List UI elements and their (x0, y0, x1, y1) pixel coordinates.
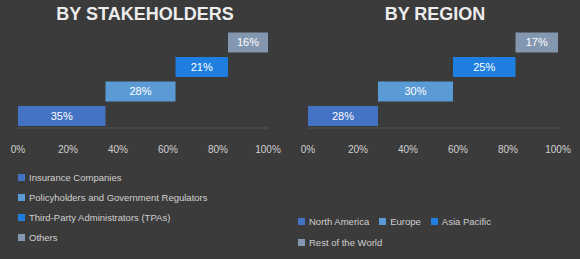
svg-text:21%: 21% (191, 61, 213, 73)
html-text:North America: North America (309, 216, 370, 227)
svg-text:0%: 0% (11, 144, 26, 155)
svg-text:100%: 100% (255, 144, 281, 155)
svg-text:28%: 28% (129, 85, 151, 97)
html-text:Asia Pacific: Asia Pacific (441, 216, 491, 227)
svg-text:80%: 80% (498, 144, 518, 155)
svg-text:60%: 60% (158, 144, 178, 155)
html-text:Rest of the World: Rest of the World (309, 237, 383, 248)
svg-text:40%: 40% (108, 144, 128, 155)
svg-text:35%: 35% (51, 110, 73, 122)
svg-text:16%: 16% (237, 36, 259, 48)
html-text:Europe: Europe (390, 216, 421, 227)
svg-text:60%: 60% (448, 144, 468, 155)
svg-text:20%: 20% (348, 144, 368, 155)
html-text:BY REGION: BY REGION (384, 4, 486, 24)
html-text:Third-Party Administrators (TP: Third-Party Administrators (TPAs) (29, 212, 171, 223)
html-text:Others: Others (29, 232, 58, 243)
html-text:BY STAKEHOLDERS: BY STAKEHOLDERS (56, 4, 234, 24)
html-text:Insurance Companies: Insurance Companies (29, 172, 122, 183)
svg-text:28%: 28% (332, 110, 354, 122)
svg-text:40%: 40% (398, 144, 418, 155)
svg-text:100%: 100% (545, 144, 571, 155)
svg-text:20%: 20% (58, 144, 78, 155)
svg-text:80%: 80% (208, 144, 228, 155)
svg-text:30%: 30% (404, 85, 426, 97)
svg-text:25%: 25% (473, 61, 495, 73)
svg-text:17%: 17% (526, 36, 548, 48)
svg-text:0%: 0% (301, 144, 316, 155)
html-text:Policyholders and Government R: Policyholders and Government Regulators (29, 192, 208, 203)
